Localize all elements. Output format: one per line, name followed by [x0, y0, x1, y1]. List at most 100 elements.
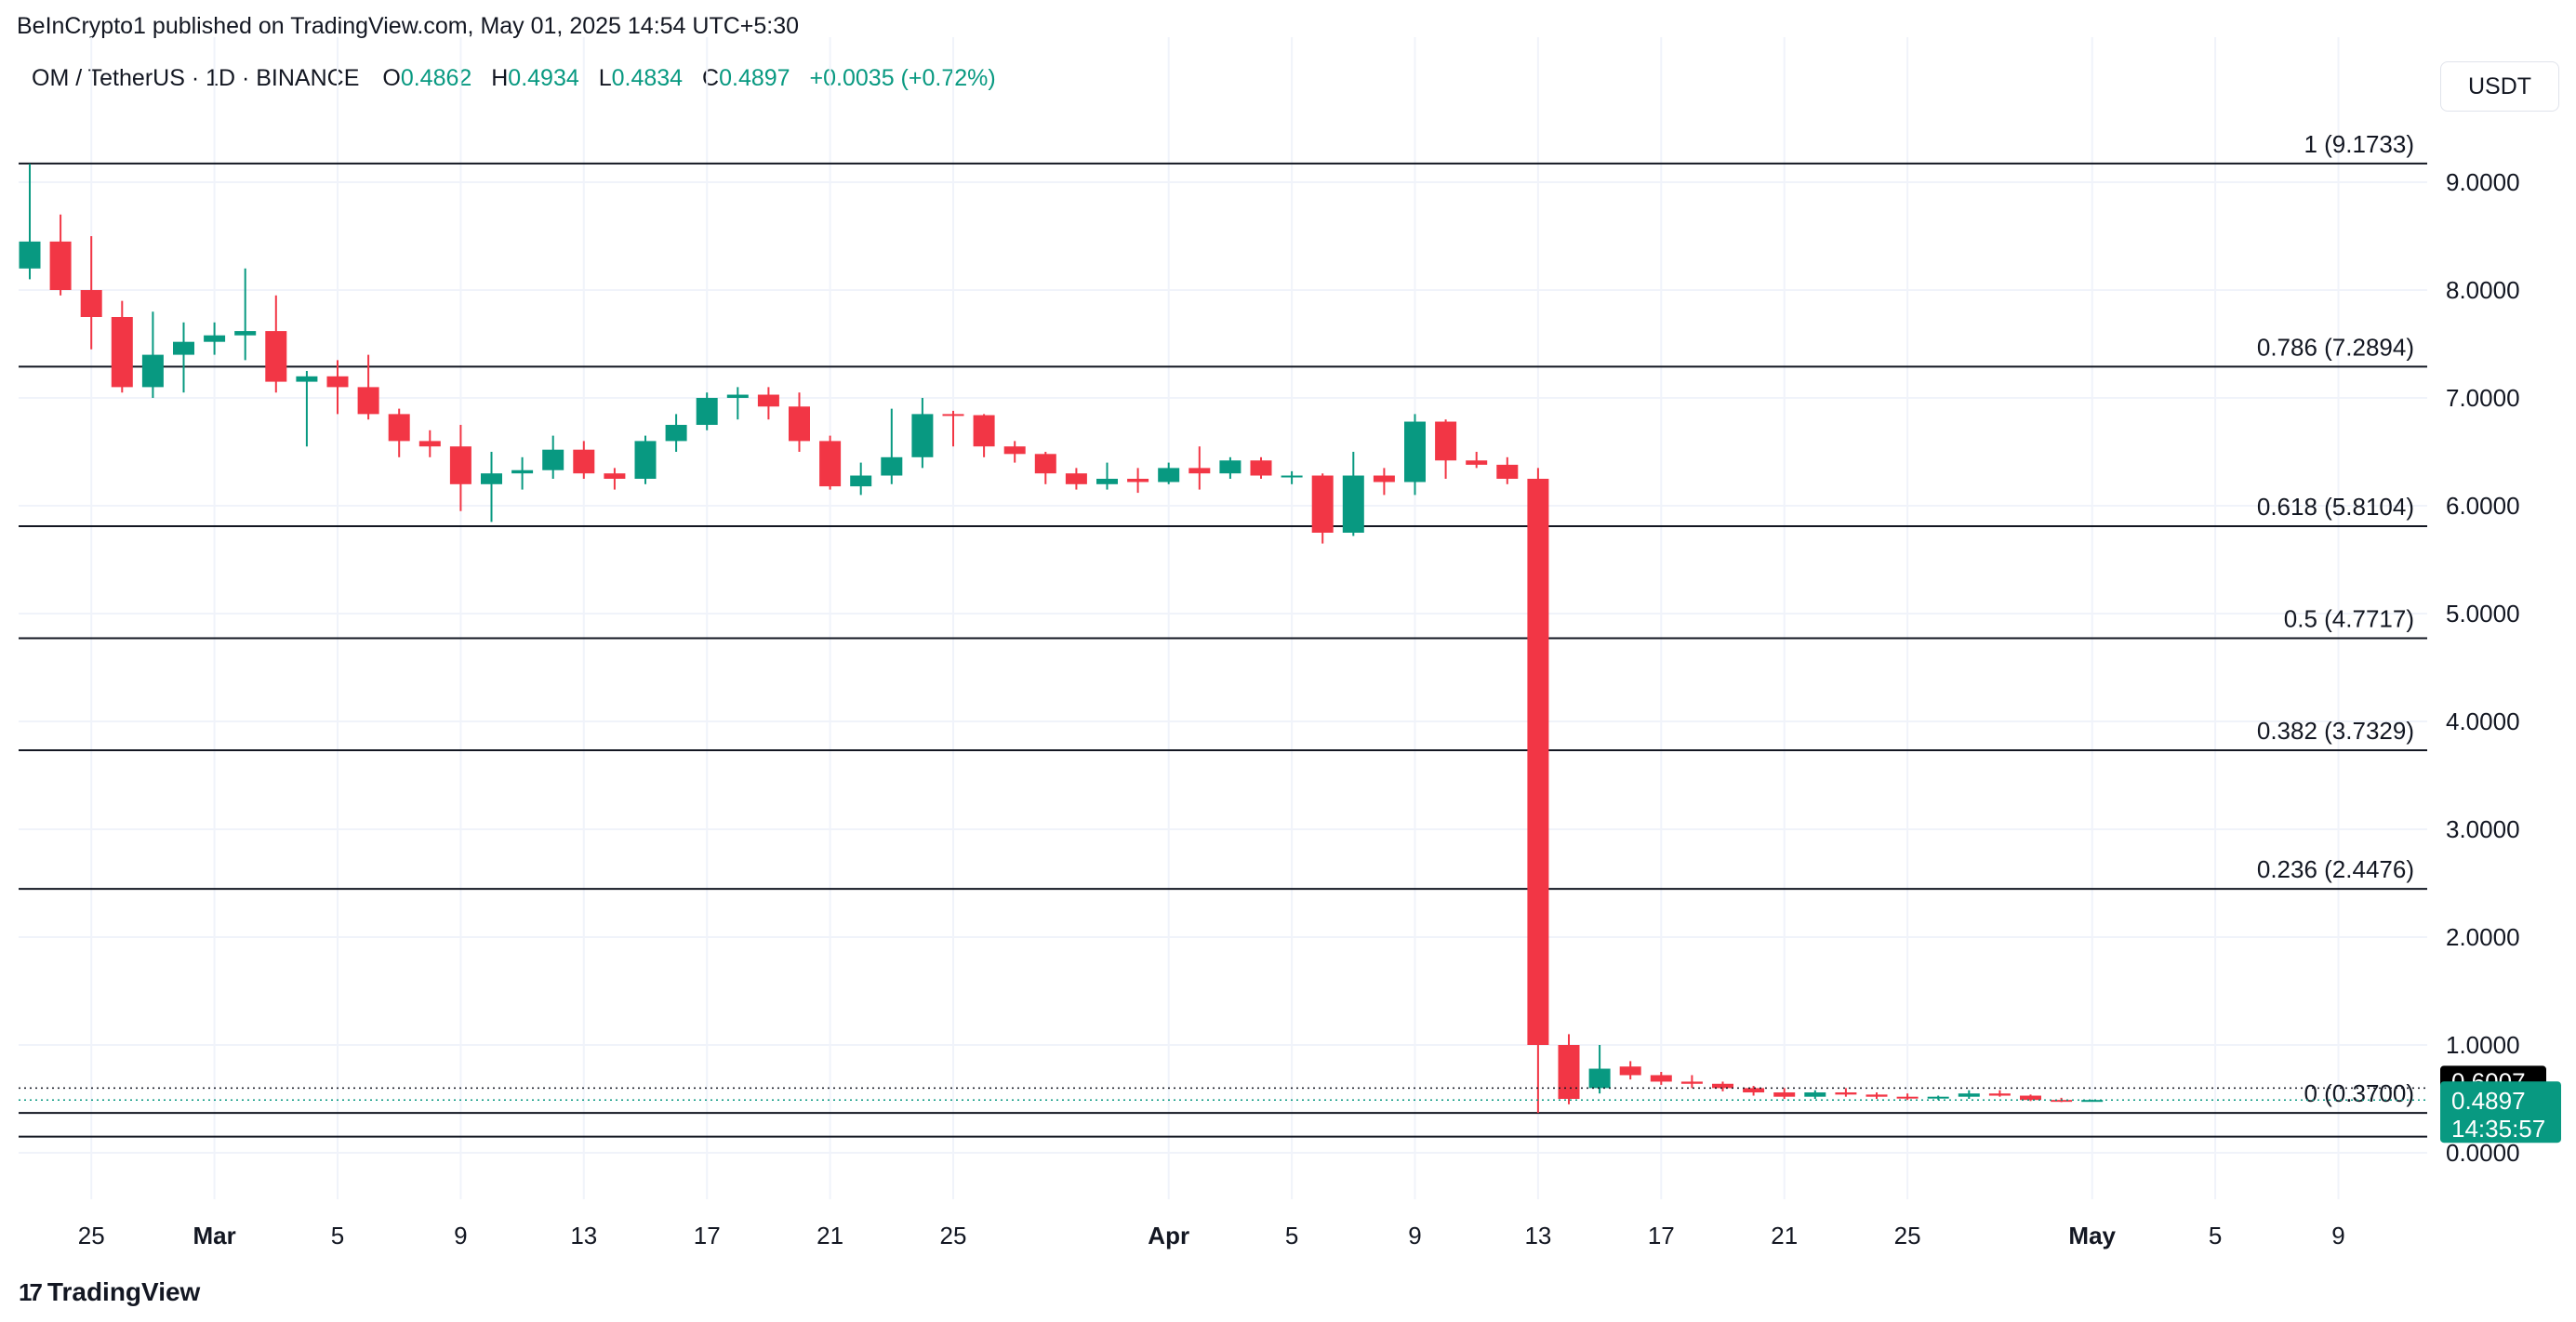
- low-value: 0.4834: [611, 65, 684, 91]
- candle-down[interactable]: [1773, 1092, 1796, 1097]
- candle-up[interactable]: [1096, 479, 1118, 484]
- candle-down[interactable]: [80, 290, 102, 317]
- candle-down[interactable]: [49, 241, 72, 290]
- candle-up[interactable]: [1281, 475, 1303, 478]
- x-tick-label: 25: [940, 1222, 967, 1249]
- candle-up[interactable]: [141, 354, 164, 388]
- candle-up[interactable]: [234, 331, 257, 336]
- candle-down[interactable]: [449, 446, 471, 484]
- fib-level-label: 0.5 (4.7717): [2284, 604, 2414, 632]
- candle-down[interactable]: [1003, 446, 1026, 455]
- candle-up[interactable]: [481, 473, 502, 484]
- candle-down[interactable]: [265, 331, 287, 382]
- symbol-label[interactable]: OM / TetherUS · 1D · BINANCE: [32, 65, 360, 91]
- candle-up[interactable]: [665, 425, 687, 442]
- candle-down[interactable]: [1650, 1075, 1672, 1082]
- candle-down[interactable]: [1835, 1092, 1857, 1095]
- high-label: H: [491, 65, 509, 91]
- candle-up[interactable]: [296, 376, 318, 382]
- candle-down[interactable]: [111, 317, 133, 388]
- open-label: O: [382, 65, 401, 91]
- fib-level-label: 0.236 (2.4476): [2257, 855, 2414, 883]
- low-label: L: [598, 65, 612, 91]
- candle-up[interactable]: [696, 398, 718, 425]
- candle-down[interactable]: [1619, 1066, 1641, 1076]
- candle-up[interactable]: [1588, 1068, 1611, 1089]
- candle-down[interactable]: [1311, 475, 1334, 533]
- candle-down[interactable]: [973, 415, 995, 447]
- candle-up[interactable]: [1404, 421, 1426, 483]
- candle-up[interactable]: [511, 469, 534, 474]
- candle-down[interactable]: [1127, 479, 1149, 483]
- x-tick-label: Mar: [193, 1222, 235, 1249]
- candle-down[interactable]: [1743, 1088, 1765, 1093]
- candle-down[interactable]: [1435, 421, 1457, 461]
- candle-down[interactable]: [1034, 454, 1056, 474]
- candle-down[interactable]: [357, 387, 379, 415]
- candle-up[interactable]: [19, 241, 41, 269]
- candle-up[interactable]: [542, 449, 564, 470]
- publisher-caption: BeInCrypto1 published on TradingView.com…: [17, 13, 800, 39]
- candle-down[interactable]: [326, 376, 349, 388]
- candle-up[interactable]: [173, 341, 194, 355]
- candle-up[interactable]: [850, 475, 872, 487]
- candle-down[interactable]: [1866, 1094, 1888, 1097]
- candle-down[interactable]: [757, 394, 779, 407]
- candle-down[interactable]: [1250, 460, 1272, 476]
- candle-down[interactable]: [1712, 1083, 1733, 1089]
- current-price-tag: [2440, 1081, 2561, 1144]
- fib-level-label: 1 (9.1733): [2304, 130, 2414, 158]
- x-tick-label: 25: [78, 1222, 105, 1249]
- candle-down[interactable]: [2051, 1100, 2073, 1103]
- high-value: 0.4934: [508, 65, 579, 91]
- candle-down[interactable]: [418, 441, 441, 447]
- candle-down[interactable]: [1988, 1093, 2011, 1096]
- candle-up[interactable]: [204, 335, 226, 342]
- x-tick-label: 5: [2209, 1222, 2222, 1249]
- y-tick-label: 8.0000: [2446, 276, 2520, 304]
- x-tick-label: 21: [817, 1222, 843, 1249]
- candle-up[interactable]: [1219, 460, 1242, 474]
- candle-up[interactable]: [634, 441, 657, 479]
- candle-down[interactable]: [819, 441, 842, 487]
- fib-level-label: 0.786 (7.2894): [2257, 333, 2414, 361]
- bar-countdown-label: 14:35:57: [2451, 1115, 2545, 1143]
- candle-down[interactable]: [942, 414, 964, 416]
- candle-down[interactable]: [604, 473, 626, 479]
- candle-down[interactable]: [789, 406, 810, 442]
- candle-up[interactable]: [1804, 1092, 1826, 1097]
- candle-down[interactable]: [1558, 1045, 1580, 1099]
- candle-up[interactable]: [1927, 1096, 1949, 1099]
- x-tick-label: 9: [2331, 1222, 2344, 1249]
- candle-down[interactable]: [1496, 464, 1519, 479]
- close-value: 0.4897: [719, 65, 790, 91]
- candle-down[interactable]: [1373, 475, 1395, 483]
- candle-down[interactable]: [1680, 1081, 1703, 1084]
- candle-up[interactable]: [911, 414, 934, 457]
- candle-up[interactable]: [1342, 475, 1364, 533]
- x-tick-label: 9: [454, 1222, 467, 1249]
- tradingview-brand-text: TradingView: [46, 1277, 201, 1306]
- candle-down[interactable]: [388, 414, 410, 442]
- current-price-tag-label: 0.4897: [2451, 1087, 2526, 1115]
- tradingview-mark-icon: 17: [19, 1277, 43, 1306]
- candle-down[interactable]: [573, 449, 595, 474]
- tradingview-logo[interactable]: 17 TradingView: [19, 1277, 200, 1307]
- x-tick-label: 21: [1771, 1222, 1798, 1249]
- candle-down[interactable]: [1527, 479, 1549, 1045]
- candle-down[interactable]: [2020, 1095, 2041, 1101]
- candle-up[interactable]: [1158, 468, 1180, 483]
- candle-up[interactable]: [726, 394, 749, 398]
- fib-level-label: 0.618 (5.8104): [2257, 493, 2414, 521]
- candle-down[interactable]: [1188, 468, 1211, 474]
- candle-down[interactable]: [1466, 460, 1488, 465]
- candle-up[interactable]: [1958, 1093, 1980, 1097]
- currency-button[interactable]: USDT: [2440, 61, 2559, 112]
- x-tick-label: May: [2068, 1222, 2116, 1249]
- candle-up[interactable]: [881, 456, 903, 476]
- candle-up[interactable]: [2081, 1100, 2104, 1103]
- candle-down[interactable]: [1065, 473, 1087, 484]
- y-tick-label: 3.0000: [2446, 815, 2520, 843]
- candle-down[interactable]: [1896, 1096, 1919, 1099]
